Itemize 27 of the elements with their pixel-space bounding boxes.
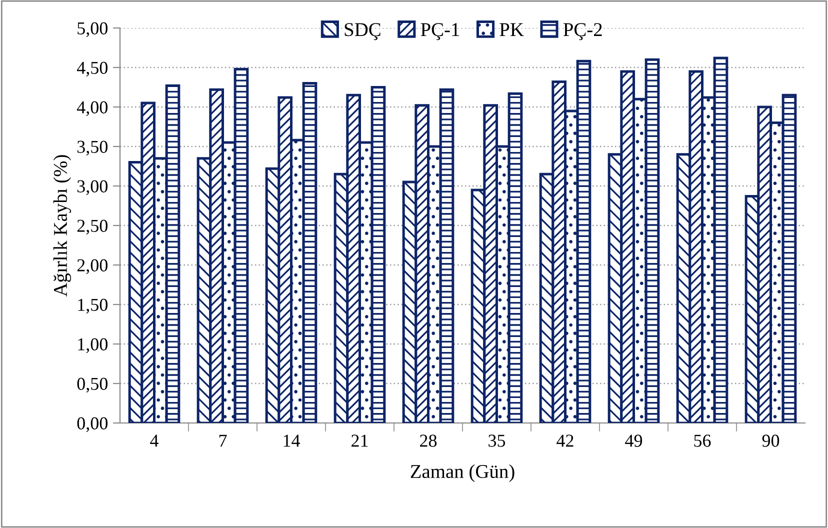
- x-tick-label: 49: [625, 434, 642, 447]
- x-tick-label: 7: [219, 434, 227, 447]
- y-tick-label: 4,50: [76, 62, 108, 77]
- legend-label: PÇ-1: [420, 23, 460, 40]
- x-tick-label: 42: [556, 434, 574, 447]
- x-axis-title: Zaman (Gün): [410, 464, 514, 482]
- y-tick-label: 3,00: [77, 180, 108, 196]
- y-tick-label: 2,00: [77, 259, 108, 274]
- y-tick-label: 1,00: [78, 338, 108, 354]
- x-tick-label: 28: [420, 434, 437, 447]
- x-tick-label: 4: [150, 434, 158, 447]
- legend-label: PÇ-2: [563, 23, 602, 40]
- legend-label: PK: [500, 23, 524, 36]
- x-tick-label: 21: [352, 434, 368, 447]
- y-tick-label: 0,00: [77, 417, 108, 432]
- x-tick-label: 14: [284, 434, 300, 447]
- y-tick-label: 2,50: [77, 220, 108, 235]
- y-tick-label: 1,50: [78, 298, 108, 314]
- x-tick-label: 56: [694, 434, 711, 447]
- y-tick-label: 5,00: [78, 22, 108, 38]
- x-tick-label: 35: [488, 434, 506, 447]
- y-axis-title: Ağırlık Kaybı (%): [53, 155, 72, 297]
- x-tick-label: 90: [762, 434, 780, 447]
- y-tick-label: 0,50: [77, 378, 108, 393]
- y-tick-label: 3,50: [77, 140, 108, 156]
- y-tick-label: 4,00: [76, 101, 108, 116]
- legend-label: SDÇ: [344, 23, 380, 40]
